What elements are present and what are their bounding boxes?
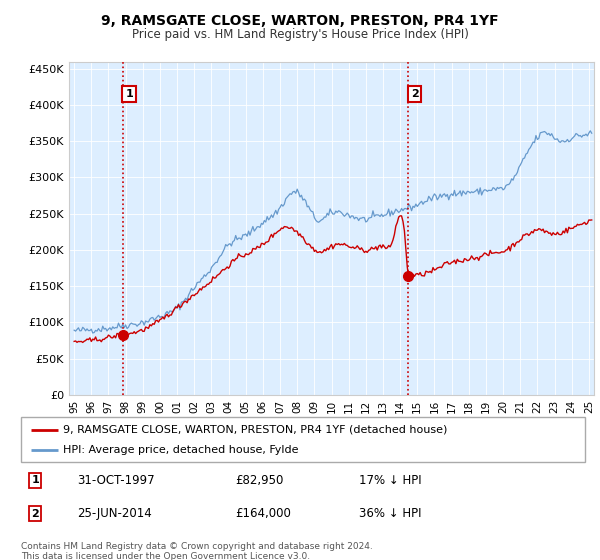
FancyBboxPatch shape bbox=[21, 417, 585, 462]
Text: 1: 1 bbox=[125, 89, 133, 99]
Text: 25-JUN-2014: 25-JUN-2014 bbox=[77, 507, 152, 520]
Text: 2: 2 bbox=[411, 89, 419, 99]
Text: £82,950: £82,950 bbox=[235, 474, 284, 487]
Text: Contains HM Land Registry data © Crown copyright and database right 2024.
This d: Contains HM Land Registry data © Crown c… bbox=[21, 542, 373, 560]
Text: 17% ↓ HPI: 17% ↓ HPI bbox=[359, 474, 422, 487]
Text: 1: 1 bbox=[31, 475, 39, 485]
Text: 31-OCT-1997: 31-OCT-1997 bbox=[77, 474, 155, 487]
Text: 9, RAMSGATE CLOSE, WARTON, PRESTON, PR4 1YF: 9, RAMSGATE CLOSE, WARTON, PRESTON, PR4 … bbox=[101, 14, 499, 28]
Text: HPI: Average price, detached house, Fylde: HPI: Average price, detached house, Fyld… bbox=[64, 445, 299, 455]
Text: 2: 2 bbox=[31, 509, 39, 519]
Text: 9, RAMSGATE CLOSE, WARTON, PRESTON, PR4 1YF (detached house): 9, RAMSGATE CLOSE, WARTON, PRESTON, PR4 … bbox=[64, 424, 448, 435]
Text: 36% ↓ HPI: 36% ↓ HPI bbox=[359, 507, 422, 520]
Text: Price paid vs. HM Land Registry's House Price Index (HPI): Price paid vs. HM Land Registry's House … bbox=[131, 28, 469, 41]
Text: £164,000: £164,000 bbox=[235, 507, 291, 520]
